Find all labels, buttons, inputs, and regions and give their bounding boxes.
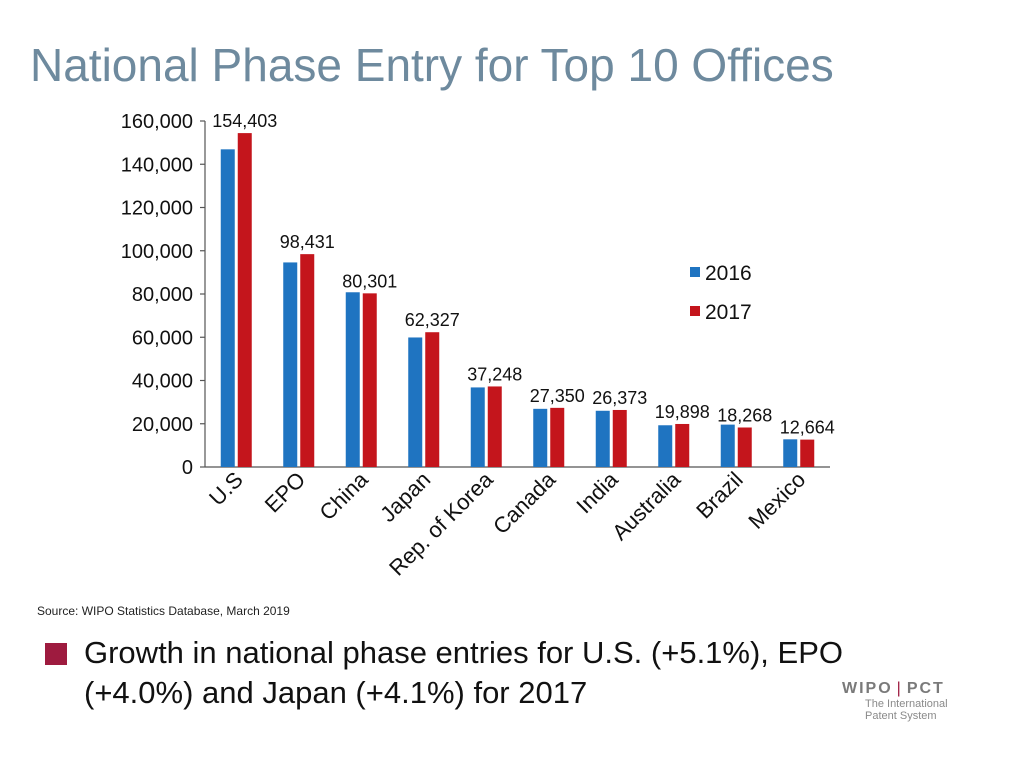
data-label: 62,327 xyxy=(405,310,460,330)
x-tick-label: U.S xyxy=(204,467,248,511)
bar-2017 xyxy=(237,133,252,467)
bar-2017 xyxy=(800,439,815,467)
data-label: 98,431 xyxy=(280,232,335,252)
bar-2016 xyxy=(720,424,735,467)
bar-2017 xyxy=(550,407,565,467)
bar-2016 xyxy=(595,410,610,467)
bar-2016 xyxy=(283,262,298,467)
y-tick-label: 140,000 xyxy=(121,154,193,176)
x-tick-label: Mexico xyxy=(743,467,810,534)
bar-chart: 0 20,000 40,000 60,000 80,000 100,000 120,000 1… xyxy=(121,111,835,581)
y-tick-label: 40,000 xyxy=(132,371,193,393)
data-label: 37,248 xyxy=(467,364,522,384)
wipo-pct-logo: WIPO | PCT The International Patent System xyxy=(842,680,948,722)
x-tick-label: Canada xyxy=(488,466,561,539)
y-tick-label: 160,000 xyxy=(121,111,193,133)
bar-2017 xyxy=(612,409,627,467)
x-tick-label: EPO xyxy=(260,467,311,518)
data-label: 26,373 xyxy=(592,388,647,408)
logo-tagline-1: The International xyxy=(865,698,948,710)
data-label: 18,268 xyxy=(717,405,772,425)
legend-swatch-2016 xyxy=(690,267,700,277)
x-tick-label: India xyxy=(571,466,623,518)
x-tick-label: China xyxy=(314,466,373,525)
logo-separator: | xyxy=(896,680,903,697)
bar-2017 xyxy=(362,293,377,467)
data-label: 80,301 xyxy=(342,271,397,291)
y-tick-label: 120,000 xyxy=(121,198,193,220)
bar-2017 xyxy=(300,254,315,467)
data-label: 19,898 xyxy=(655,402,710,422)
x-tick-label: Japan xyxy=(375,467,435,527)
bar-2016 xyxy=(783,439,798,467)
data-label: 27,350 xyxy=(530,386,585,406)
y-tick-label: 60,000 xyxy=(132,327,193,349)
bar-2017 xyxy=(675,423,690,467)
bar-2017 xyxy=(737,427,752,467)
bar-2016 xyxy=(345,292,360,467)
x-tick-label: Australia xyxy=(607,466,686,545)
source-note: Source: WIPO Statistics Database, March … xyxy=(37,604,290,618)
bar-2016 xyxy=(470,387,485,467)
bullet-text: Growth in national phase entries for U.S… xyxy=(84,635,844,710)
legend-label-2017: 2017 xyxy=(705,301,752,324)
x-tick-label: Brazil xyxy=(691,467,748,524)
legend-swatch-2017 xyxy=(690,306,700,316)
logo-tagline-2: Patent System xyxy=(865,710,937,722)
logo-wordmark: WIPO | PCT xyxy=(842,680,948,698)
data-label: 154,403 xyxy=(212,111,277,131)
slide-title: National Phase Entry for Top 10 Offices xyxy=(30,39,834,91)
bar-2016 xyxy=(408,337,423,467)
y-tick-label: 0 xyxy=(182,457,193,479)
y-tick-label: 20,000 xyxy=(132,414,193,436)
y-tick-label: 100,000 xyxy=(121,241,193,263)
logo-pct: PCT xyxy=(906,680,945,697)
bar-2017 xyxy=(425,332,440,467)
y-tick-label: 80,000 xyxy=(132,284,193,306)
bar-2017 xyxy=(487,386,502,467)
bar-2016 xyxy=(533,408,548,467)
legend-label-2016: 2016 xyxy=(705,262,752,285)
bullet-marker xyxy=(45,643,67,665)
logo-wipo: WIPO xyxy=(842,680,893,697)
data-label: 12,664 xyxy=(780,418,835,438)
bar-2016 xyxy=(220,149,235,468)
bar-2016 xyxy=(658,425,673,467)
